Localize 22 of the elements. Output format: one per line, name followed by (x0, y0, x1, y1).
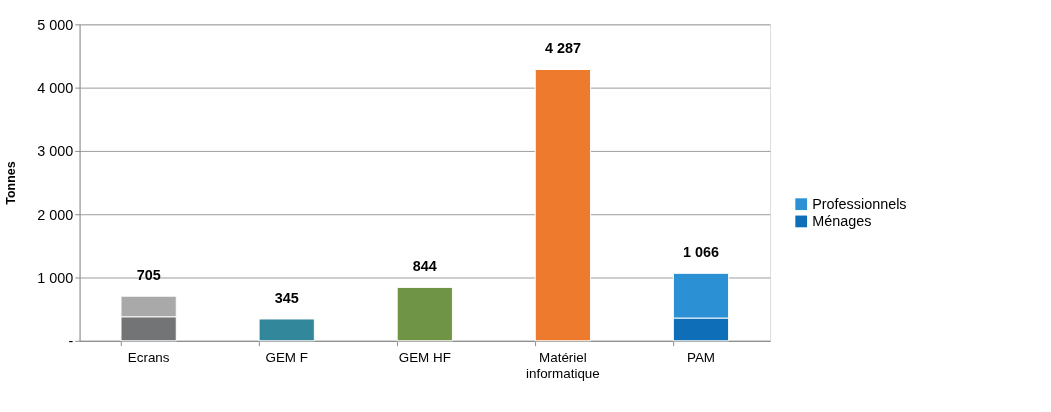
y-tick-label: 5 000 (37, 16, 74, 33)
x-tick-label: Ecrans (127, 350, 170, 366)
legend-label: Ménages (812, 213, 872, 230)
y-tick-label: 4 000 (37, 79, 74, 96)
y-tick-label: 2 000 (37, 206, 74, 223)
bar (258, 318, 315, 342)
total-label: 345 (274, 289, 299, 306)
x-tick-label: PAM (686, 350, 716, 366)
bar (396, 286, 453, 342)
total-label: 705 (136, 266, 161, 283)
y-axis-title: Tonnes (4, 161, 19, 205)
y-tick-label: - (68, 333, 74, 350)
x-tick-label: GEM HF (398, 350, 451, 366)
y-tick-label: 1 000 (37, 269, 74, 286)
total-label: 4 287 (544, 40, 581, 57)
x-tick-label: GEM F (265, 350, 308, 366)
legend-label: Professionnels (812, 195, 907, 212)
y-tick-label: 3 000 (37, 143, 74, 160)
total-label: 1 066 (682, 244, 719, 261)
bar (534, 69, 591, 342)
x-tick-label: Matériel informatique (526, 350, 600, 381)
total-label: 844 (412, 258, 437, 275)
